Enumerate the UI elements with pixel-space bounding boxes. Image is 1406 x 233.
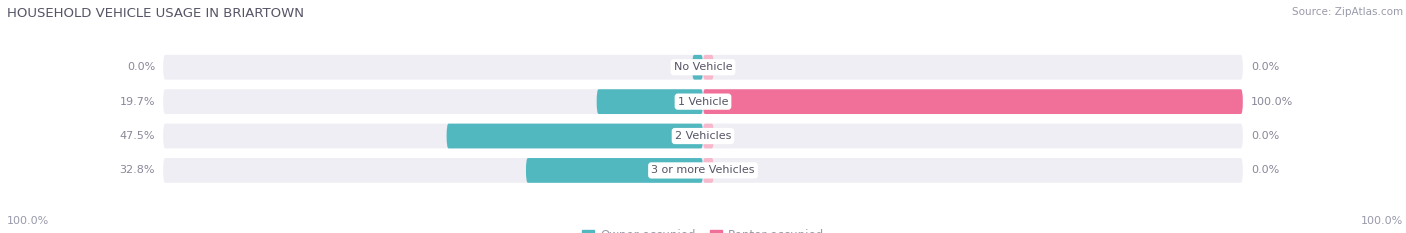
FancyBboxPatch shape bbox=[163, 158, 1243, 183]
FancyBboxPatch shape bbox=[447, 124, 703, 148]
FancyBboxPatch shape bbox=[163, 55, 1243, 80]
FancyBboxPatch shape bbox=[703, 89, 1243, 114]
FancyBboxPatch shape bbox=[692, 55, 703, 80]
Text: 0.0%: 0.0% bbox=[1251, 165, 1279, 175]
Text: 2 Vehicles: 2 Vehicles bbox=[675, 131, 731, 141]
Text: 1 Vehicle: 1 Vehicle bbox=[678, 97, 728, 107]
FancyBboxPatch shape bbox=[703, 124, 714, 148]
Text: 0.0%: 0.0% bbox=[127, 62, 155, 72]
Text: 19.7%: 19.7% bbox=[120, 97, 155, 107]
Text: 100.0%: 100.0% bbox=[1251, 97, 1294, 107]
Text: 47.5%: 47.5% bbox=[120, 131, 155, 141]
Text: No Vehicle: No Vehicle bbox=[673, 62, 733, 72]
FancyBboxPatch shape bbox=[526, 158, 703, 183]
FancyBboxPatch shape bbox=[703, 158, 714, 183]
Text: Source: ZipAtlas.com: Source: ZipAtlas.com bbox=[1292, 7, 1403, 17]
FancyBboxPatch shape bbox=[703, 55, 714, 80]
Legend: Owner-occupied, Renter-occupied: Owner-occupied, Renter-occupied bbox=[582, 229, 824, 233]
FancyBboxPatch shape bbox=[163, 124, 1243, 148]
FancyBboxPatch shape bbox=[596, 89, 703, 114]
Text: 32.8%: 32.8% bbox=[120, 165, 155, 175]
Text: 3 or more Vehicles: 3 or more Vehicles bbox=[651, 165, 755, 175]
Text: 0.0%: 0.0% bbox=[1251, 62, 1279, 72]
Text: HOUSEHOLD VEHICLE USAGE IN BRIARTOWN: HOUSEHOLD VEHICLE USAGE IN BRIARTOWN bbox=[7, 7, 304, 20]
Text: 100.0%: 100.0% bbox=[1361, 216, 1403, 226]
Text: 0.0%: 0.0% bbox=[1251, 131, 1279, 141]
Text: 100.0%: 100.0% bbox=[7, 216, 49, 226]
FancyBboxPatch shape bbox=[163, 89, 1243, 114]
